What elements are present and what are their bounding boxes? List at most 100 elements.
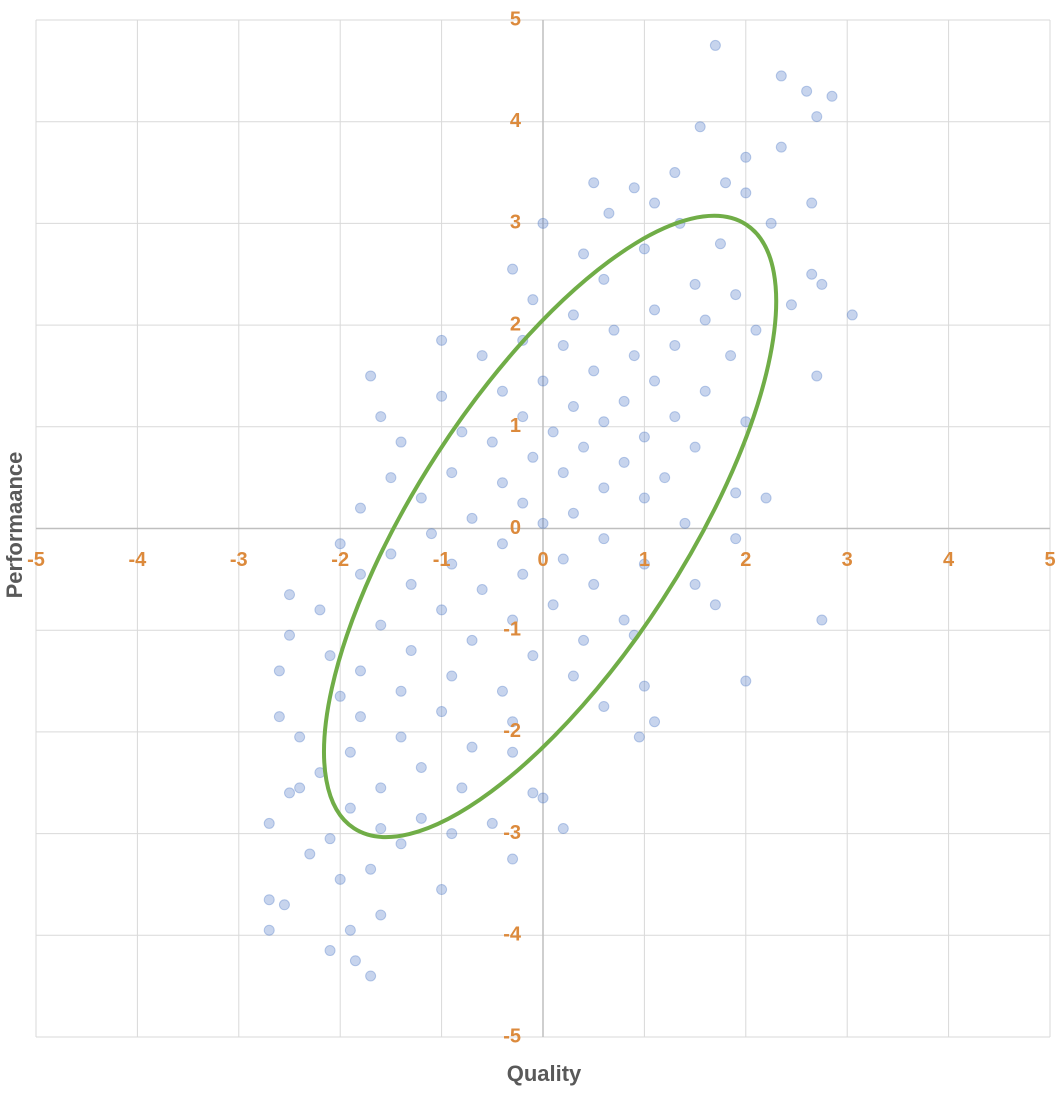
ellipse xyxy=(322,213,779,840)
point xyxy=(598,273,610,285)
point xyxy=(689,278,701,290)
point xyxy=(725,350,737,362)
y-tick-label: 5 xyxy=(510,8,521,30)
point xyxy=(354,665,366,677)
point xyxy=(638,492,650,504)
point xyxy=(638,680,650,692)
point xyxy=(446,828,458,840)
point xyxy=(405,578,417,590)
point xyxy=(638,243,650,255)
point xyxy=(507,263,519,275)
point xyxy=(689,578,701,590)
point xyxy=(527,787,539,799)
point xyxy=(263,894,275,906)
point xyxy=(263,817,275,829)
point xyxy=(395,731,407,743)
point xyxy=(699,314,711,326)
point xyxy=(334,690,346,702)
point xyxy=(699,385,711,397)
point xyxy=(344,746,356,758)
point xyxy=(588,365,600,377)
point xyxy=(395,685,407,697)
point xyxy=(395,838,407,850)
point xyxy=(567,507,579,519)
x-tick-label: -3 xyxy=(230,549,248,571)
point xyxy=(567,670,579,682)
point xyxy=(811,370,823,382)
x-tick-label: 0 xyxy=(537,549,548,571)
y-tick-label: -3 xyxy=(503,822,521,844)
x-tick-label: -4 xyxy=(129,549,148,571)
point xyxy=(354,502,366,514)
point xyxy=(760,492,772,504)
point xyxy=(628,182,640,194)
point xyxy=(649,375,661,387)
point xyxy=(846,309,858,321)
x-tick-label: 3 xyxy=(842,549,853,571)
point xyxy=(638,558,650,570)
point xyxy=(436,884,448,896)
point xyxy=(709,39,721,51)
x-tick-label: 5 xyxy=(1044,549,1055,571)
point xyxy=(273,711,285,723)
point xyxy=(679,517,691,529)
point xyxy=(496,685,508,697)
point xyxy=(263,924,275,936)
point xyxy=(740,187,752,199)
point xyxy=(588,177,600,189)
point xyxy=(375,909,387,921)
y-tick-label: 2 xyxy=(510,313,521,335)
point xyxy=(507,746,519,758)
point xyxy=(456,782,468,794)
point xyxy=(405,645,417,657)
point xyxy=(284,787,295,799)
point xyxy=(456,426,468,438)
point xyxy=(618,395,630,407)
point xyxy=(496,477,508,489)
point xyxy=(375,619,387,631)
point xyxy=(507,716,519,728)
y-tick-label: -4 xyxy=(503,924,522,946)
point xyxy=(446,558,458,570)
point xyxy=(537,375,549,387)
point xyxy=(618,614,630,626)
point xyxy=(527,294,539,306)
point xyxy=(385,548,397,560)
point xyxy=(507,614,519,626)
x-tick-label: 1 xyxy=(639,549,650,571)
point xyxy=(517,568,529,580)
point xyxy=(527,650,539,662)
point xyxy=(496,385,508,397)
x-tick-label: -1 xyxy=(433,549,451,571)
x-tick-label: 4 xyxy=(943,549,955,571)
point xyxy=(517,411,529,423)
point xyxy=(395,436,407,448)
point xyxy=(273,665,285,677)
point xyxy=(598,533,610,545)
point xyxy=(730,487,742,499)
point xyxy=(578,441,590,453)
point xyxy=(618,456,630,468)
point xyxy=(730,289,742,301)
point xyxy=(436,334,448,346)
point xyxy=(557,553,569,565)
point xyxy=(507,853,519,865)
point xyxy=(740,151,752,163)
point xyxy=(578,634,590,646)
point xyxy=(669,339,681,351)
point xyxy=(344,802,356,814)
point xyxy=(415,812,427,824)
point xyxy=(785,299,797,311)
point xyxy=(324,650,336,662)
point xyxy=(694,121,706,133)
point xyxy=(334,538,346,550)
point xyxy=(816,278,828,290)
point xyxy=(375,411,387,423)
x-tick-label: -5 xyxy=(27,549,45,571)
point xyxy=(649,716,661,728)
point xyxy=(801,85,813,97)
point xyxy=(486,436,498,448)
point xyxy=(476,350,488,362)
point xyxy=(598,482,610,494)
point xyxy=(284,629,295,641)
